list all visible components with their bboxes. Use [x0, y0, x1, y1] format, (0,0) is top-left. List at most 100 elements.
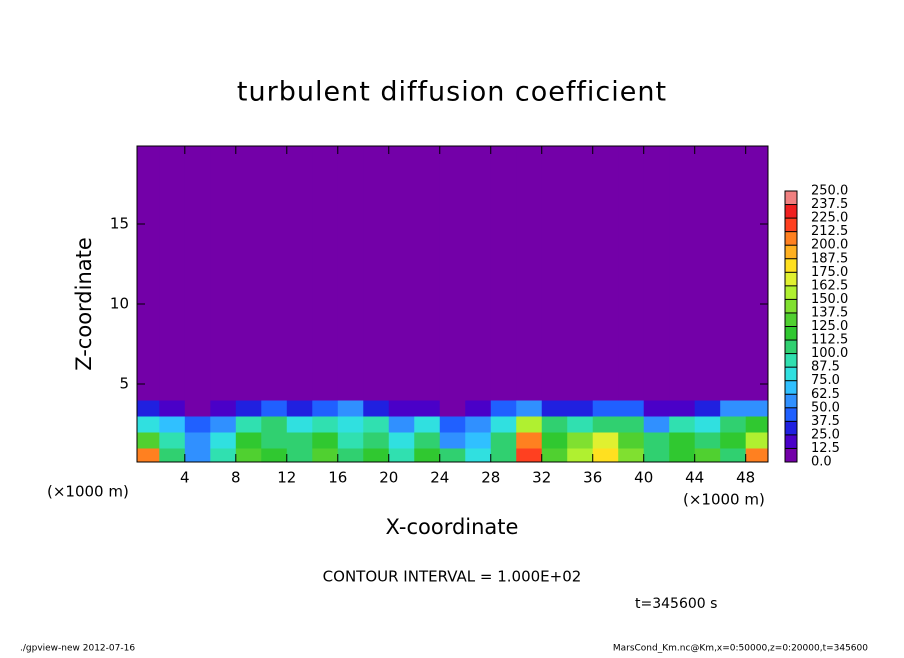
x-tick-label: 36: [583, 469, 602, 487]
contour-cell: [235, 448, 262, 463]
contour-cell: [643, 146, 670, 401]
contour-cell: [414, 432, 441, 449]
contour-cell: [184, 432, 211, 449]
colorbar-label: 200.0: [811, 238, 848, 253]
contour-cell: [235, 400, 262, 417]
contour-cell: [337, 400, 364, 417]
contour-cell: [541, 146, 568, 401]
contour-cell: [159, 146, 186, 401]
x-unit: (×1000 m): [47, 483, 129, 501]
contour-cell: [567, 416, 594, 433]
colorbar-label: 50.0: [811, 400, 840, 415]
contour-cell: [235, 416, 262, 433]
contour-cell: [312, 146, 339, 401]
contour-cell: [618, 400, 645, 417]
colorbar-label: 0.0: [811, 455, 832, 470]
colorbar-segment: [785, 285, 797, 300]
contour-cell: [337, 432, 364, 449]
colorbar-label: 62.5: [811, 387, 840, 402]
contour-cell: [745, 416, 769, 433]
contour-cell: [137, 400, 160, 417]
contour-cell: [541, 400, 568, 417]
contour-cell: [184, 416, 211, 433]
contour-cell: [592, 448, 619, 463]
contour-cell: [490, 448, 517, 463]
contour-cell: [261, 448, 288, 463]
contour-cell: [745, 146, 769, 401]
colorbar-segment: [785, 218, 797, 232]
chart-title: turbulent diffusion coefficient: [237, 77, 667, 108]
contour-cell: [363, 432, 390, 449]
contour-cell: [184, 400, 211, 417]
contour-cell: [312, 400, 339, 417]
contour-cell: [720, 400, 747, 417]
contour-cell: [669, 448, 696, 463]
contour-cell: [592, 432, 619, 449]
contour-cell: [465, 448, 492, 463]
contour-cell: [439, 400, 466, 417]
contour-cell: [312, 448, 339, 463]
contour-cell: [745, 432, 769, 449]
contour-cell: [137, 432, 160, 449]
contour-cell: [745, 448, 769, 463]
y-axis-label: Z-coordinate: [72, 237, 96, 371]
colorbar-label: 25.0: [811, 427, 840, 442]
contour-cell: [516, 146, 543, 401]
colorbar-label: 162.5: [811, 278, 848, 293]
contour-cell: [184, 146, 211, 401]
contour-cell: [694, 416, 721, 433]
contour-cell: [465, 416, 492, 433]
contour-cell: [541, 416, 568, 433]
contour-cell: [694, 448, 721, 463]
contour-cell: [137, 146, 160, 401]
colorbar-segment: [785, 272, 797, 286]
x-tick-label: 40: [634, 469, 653, 487]
x-axis-label: X-coordinate: [386, 515, 519, 539]
contour-cell: [414, 448, 441, 463]
contour-cell: [490, 146, 517, 401]
colorbar-segment: [785, 245, 797, 259]
contour-cell: [618, 448, 645, 463]
x-tick-label: 20: [379, 469, 398, 487]
colorbar-label: 237.5: [811, 197, 848, 212]
contour-cell: [286, 448, 313, 463]
contour-cell: [439, 416, 466, 433]
contour-cell: [184, 448, 211, 463]
contour-cell: [567, 448, 594, 463]
colorbar-label: 87.5: [811, 360, 840, 375]
contour-cell: [465, 146, 492, 401]
contour-cell: [465, 432, 492, 449]
colorbar-label: 12.5: [811, 441, 840, 456]
contour-cell: [337, 416, 364, 433]
contour-cell: [490, 432, 517, 449]
contour-cell: [159, 448, 186, 463]
contour-cell: [210, 448, 237, 463]
y-tick-label: 5: [119, 375, 129, 393]
x-tick-label: 32: [532, 469, 551, 487]
contour-cell: [720, 448, 747, 463]
colorbar-segment: [785, 204, 797, 219]
contour-cell: [592, 400, 619, 417]
x-tick-label: 24: [430, 469, 449, 487]
contour-cell: [388, 448, 415, 463]
contour-cell: [439, 146, 466, 401]
contour-cell: [137, 416, 160, 433]
contour-cell: [490, 416, 517, 433]
contour-cell: [618, 146, 645, 401]
colorbar-label: 137.5: [811, 305, 848, 320]
colorbar-segment: [785, 434, 797, 449]
contour-cell: [414, 400, 441, 417]
contour-cell: [516, 400, 543, 417]
contour-cell: [618, 416, 645, 433]
contour-cell: [235, 432, 262, 449]
x-tick-label: 12: [277, 469, 296, 487]
colorbar-segment: [785, 407, 797, 422]
colorbar-label: 125.0: [811, 319, 848, 334]
colorbar-segment: [785, 340, 797, 354]
contour-cell: [643, 400, 670, 417]
contour-cell: [363, 400, 390, 417]
y-tick-label: 15: [110, 215, 129, 233]
contour-cell: [363, 416, 390, 433]
colorbar-label: 100.0: [811, 346, 848, 361]
